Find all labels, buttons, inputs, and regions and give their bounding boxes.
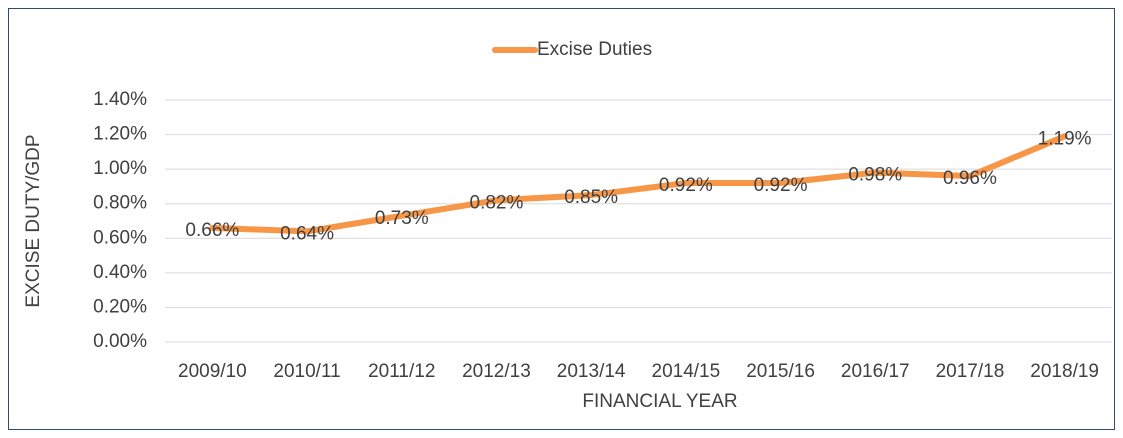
x-tick-label: 2010/11 — [273, 361, 340, 382]
data-label: 0.92% — [659, 175, 713, 196]
y-tick-label: 0.40% — [93, 262, 147, 283]
chart-frame — [8, 8, 1115, 430]
data-label: 1.19% — [1038, 128, 1092, 149]
data-label: 0.73% — [375, 208, 429, 229]
x-tick-label: 2015/16 — [746, 361, 815, 382]
data-label: 0.85% — [564, 187, 618, 208]
x-tick-label: 2014/15 — [652, 361, 721, 382]
y-tick-label: 0.00% — [93, 331, 147, 352]
x-tick-label: 2018/19 — [1030, 361, 1099, 382]
data-label: 0.66% — [185, 220, 239, 241]
x-tick-label: 2011/12 — [368, 361, 435, 382]
x-tick-label: 2012/13 — [462, 361, 531, 382]
x-axis-title: FINANCIAL YEAR — [582, 391, 737, 412]
data-label: 0.96% — [943, 168, 997, 189]
data-label: 0.64% — [280, 223, 334, 244]
legend-label: Excise Duties — [537, 39, 652, 60]
x-tick-label: 2009/10 — [178, 361, 247, 382]
x-tick-label: 2013/14 — [557, 361, 626, 382]
y-tick-label: 0.20% — [93, 296, 147, 317]
data-label: 0.82% — [470, 192, 524, 213]
y-axis-title: EXCISE DUTY/GDP — [23, 134, 44, 307]
y-tick-label: 1.40% — [93, 89, 147, 110]
x-tick-label: 2016/17 — [841, 361, 910, 382]
data-label: 0.98% — [848, 165, 902, 186]
x-tick-label: 2017/18 — [936, 361, 1005, 382]
y-tick-label: 1.20% — [93, 124, 147, 145]
y-tick-label: 0.80% — [93, 193, 147, 214]
line-series — [209, 133, 1068, 235]
data-label: 0.92% — [754, 175, 808, 196]
y-tick-label: 1.00% — [93, 158, 147, 179]
y-tick-label: 0.60% — [93, 227, 147, 248]
